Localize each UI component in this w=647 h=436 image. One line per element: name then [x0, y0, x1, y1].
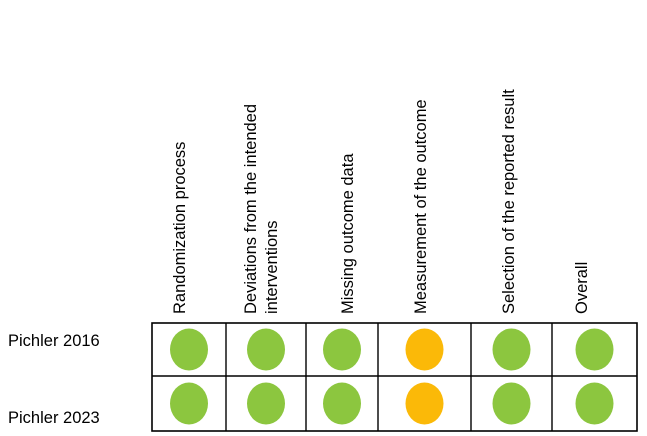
study-label-pichler-2023: Pichler 2023: [8, 409, 100, 427]
study-label-pichler-2016: Pichler 2016: [8, 332, 100, 350]
judgement-dot-low: [247, 328, 285, 371]
judgement-dot-some: [405, 382, 444, 425]
judgement-dot-low: [247, 382, 285, 425]
judgement-dot-low: [170, 382, 208, 425]
judgement-dot-some: [405, 328, 444, 371]
judgement-dot-low: [492, 382, 531, 425]
judgement-dot-low: [323, 382, 361, 425]
judgement-dot-low: [492, 328, 531, 371]
judgement-dot-low: [575, 382, 614, 425]
judgement-dot-low: [575, 328, 614, 371]
judgement-dot-low: [323, 328, 361, 371]
judgement-dot-low: [170, 328, 208, 371]
grid-frame: [151, 322, 638, 432]
